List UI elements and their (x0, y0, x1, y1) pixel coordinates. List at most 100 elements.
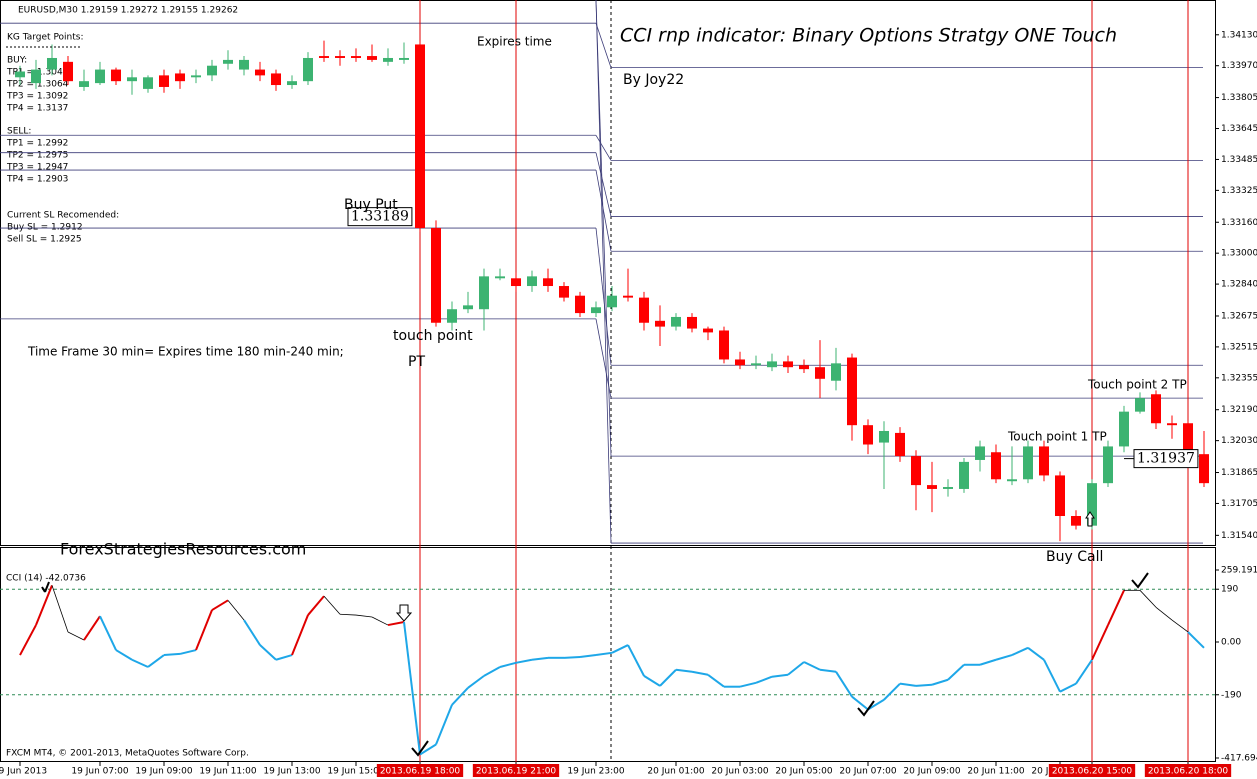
cci-segment (115, 649, 133, 661)
candle-body (1071, 516, 1081, 526)
candle-body (527, 276, 537, 287)
x-tick-label: 19 Jun 13:00 (263, 767, 320, 777)
candle-body (31, 69, 41, 84)
candle-body (255, 69, 265, 76)
cci-segment (339, 613, 357, 616)
candle-body (1119, 411, 1129, 447)
cci-segment (323, 595, 341, 615)
candle-body (63, 61, 73, 82)
cci-segment (1187, 631, 1205, 649)
cci-segment (403, 621, 421, 755)
cci-segment (979, 658, 997, 666)
x-tick-label: 20 Jun 09:00 (903, 767, 960, 777)
info-line: TP4 = 1.3137 (6, 104, 68, 114)
info-line: BUY: (7, 56, 27, 66)
annotation: Expires time (477, 35, 552, 49)
candle-body (687, 316, 697, 329)
candle-body (431, 228, 441, 323)
cci-segment (1027, 647, 1045, 661)
level-connector (595, 228, 612, 366)
candle-body (783, 361, 793, 368)
candle-body (831, 363, 841, 381)
info-line: TP3 = 1.3092 (6, 92, 68, 102)
check-mark (857, 700, 875, 717)
x-tick-label: 20 Jun 11:00 (967, 767, 1024, 777)
cci-segment (163, 652, 181, 657)
candle-body (1039, 446, 1049, 476)
cci-segment (595, 651, 613, 657)
cci-segment (803, 661, 821, 671)
candle-body (719, 330, 729, 360)
check-mark (41, 581, 50, 593)
candle-body (943, 487, 953, 489)
info-line: Current SL Recomended: (7, 211, 119, 221)
symbol-header: EURUSD,M30 1.29159 1.29272 1.29155 1.292… (18, 6, 238, 16)
candle-body (751, 363, 761, 366)
cci-segment (419, 743, 437, 756)
candle-body (159, 75, 169, 87)
buy-arrow (1085, 511, 1095, 527)
cci-segment (435, 704, 453, 745)
candle-body (1087, 483, 1097, 526)
x-tick-highlight (1048, 764, 1136, 777)
cci-segment (195, 609, 213, 651)
candle-body (815, 367, 825, 379)
info-line: TP2 = 1.3064 (6, 80, 69, 90)
level-connector (595, 23, 612, 68)
x-tick-label: 2013.06.20 18:00 (1148, 767, 1229, 777)
candle-body (575, 295, 585, 314)
cci-segment (1107, 589, 1125, 626)
candle-body (207, 65, 217, 76)
candle-body (623, 295, 633, 298)
cci-segment (643, 675, 661, 687)
candle-body (351, 56, 361, 58)
candle-body (1055, 475, 1065, 517)
cci-segment (467, 675, 485, 689)
candle-body (367, 56, 377, 60)
x-tick-label: 2013.06.20 15:00 (1052, 767, 1133, 777)
chart-title: CCI rnp indicator: Binary Options Stratg… (620, 25, 1117, 47)
y-tick-label: 1.32515 (1221, 342, 1257, 352)
put-arrow (395, 604, 413, 622)
level-connector (595, 0, 612, 457)
candle-body (735, 359, 745, 366)
level-connector (595, 135, 612, 161)
candle-body (863, 425, 873, 445)
candle-body (127, 77, 137, 82)
candle-body (111, 69, 121, 82)
cci-segment (755, 675, 773, 684)
candle-body (239, 59, 249, 70)
cci-segment (691, 670, 709, 676)
level-connector (595, 169, 612, 252)
cci-segment (563, 655, 581, 659)
y-tick-label: 1.33160 (1221, 218, 1257, 228)
x-tick-label: 2013.06.19 21:00 (476, 767, 557, 777)
cci-segment (499, 661, 517, 668)
y-tick-label: 1.31705 (1221, 499, 1257, 509)
cci-segment (659, 669, 677, 687)
y-tick-label: 1.33485 (1221, 155, 1257, 165)
cci-segment (67, 631, 85, 641)
cci-segment (835, 671, 853, 698)
indicator-title: CCI (14) -42.0736 (6, 574, 86, 584)
cci-segment (179, 649, 197, 655)
candle-body (1183, 423, 1193, 455)
candle-body (479, 276, 489, 310)
x-tick-highlight (376, 764, 464, 777)
info-line: TP3 = 1.2947 (6, 163, 68, 173)
watermark: ForexStrategiesResources.com (60, 540, 306, 559)
x-tick-label: 19 Jun 09:00 (135, 767, 192, 777)
candle-body (415, 44, 425, 229)
candle-body (927, 485, 937, 489)
cci-segment (1171, 619, 1189, 633)
x-tick-label: 19 Jun 23:00 (567, 767, 624, 777)
info-line: Sell SL = 1.2925 (7, 235, 82, 245)
annotation: Buy Call (1046, 549, 1103, 565)
check-mark (1131, 572, 1149, 589)
candle-body (1167, 423, 1177, 426)
candle-body (1199, 454, 1209, 484)
cci-segment (851, 695, 869, 711)
y-tick-label: 0.00 (1221, 637, 1241, 647)
x-tick-label: 19 Jun 15:00 (327, 767, 384, 777)
